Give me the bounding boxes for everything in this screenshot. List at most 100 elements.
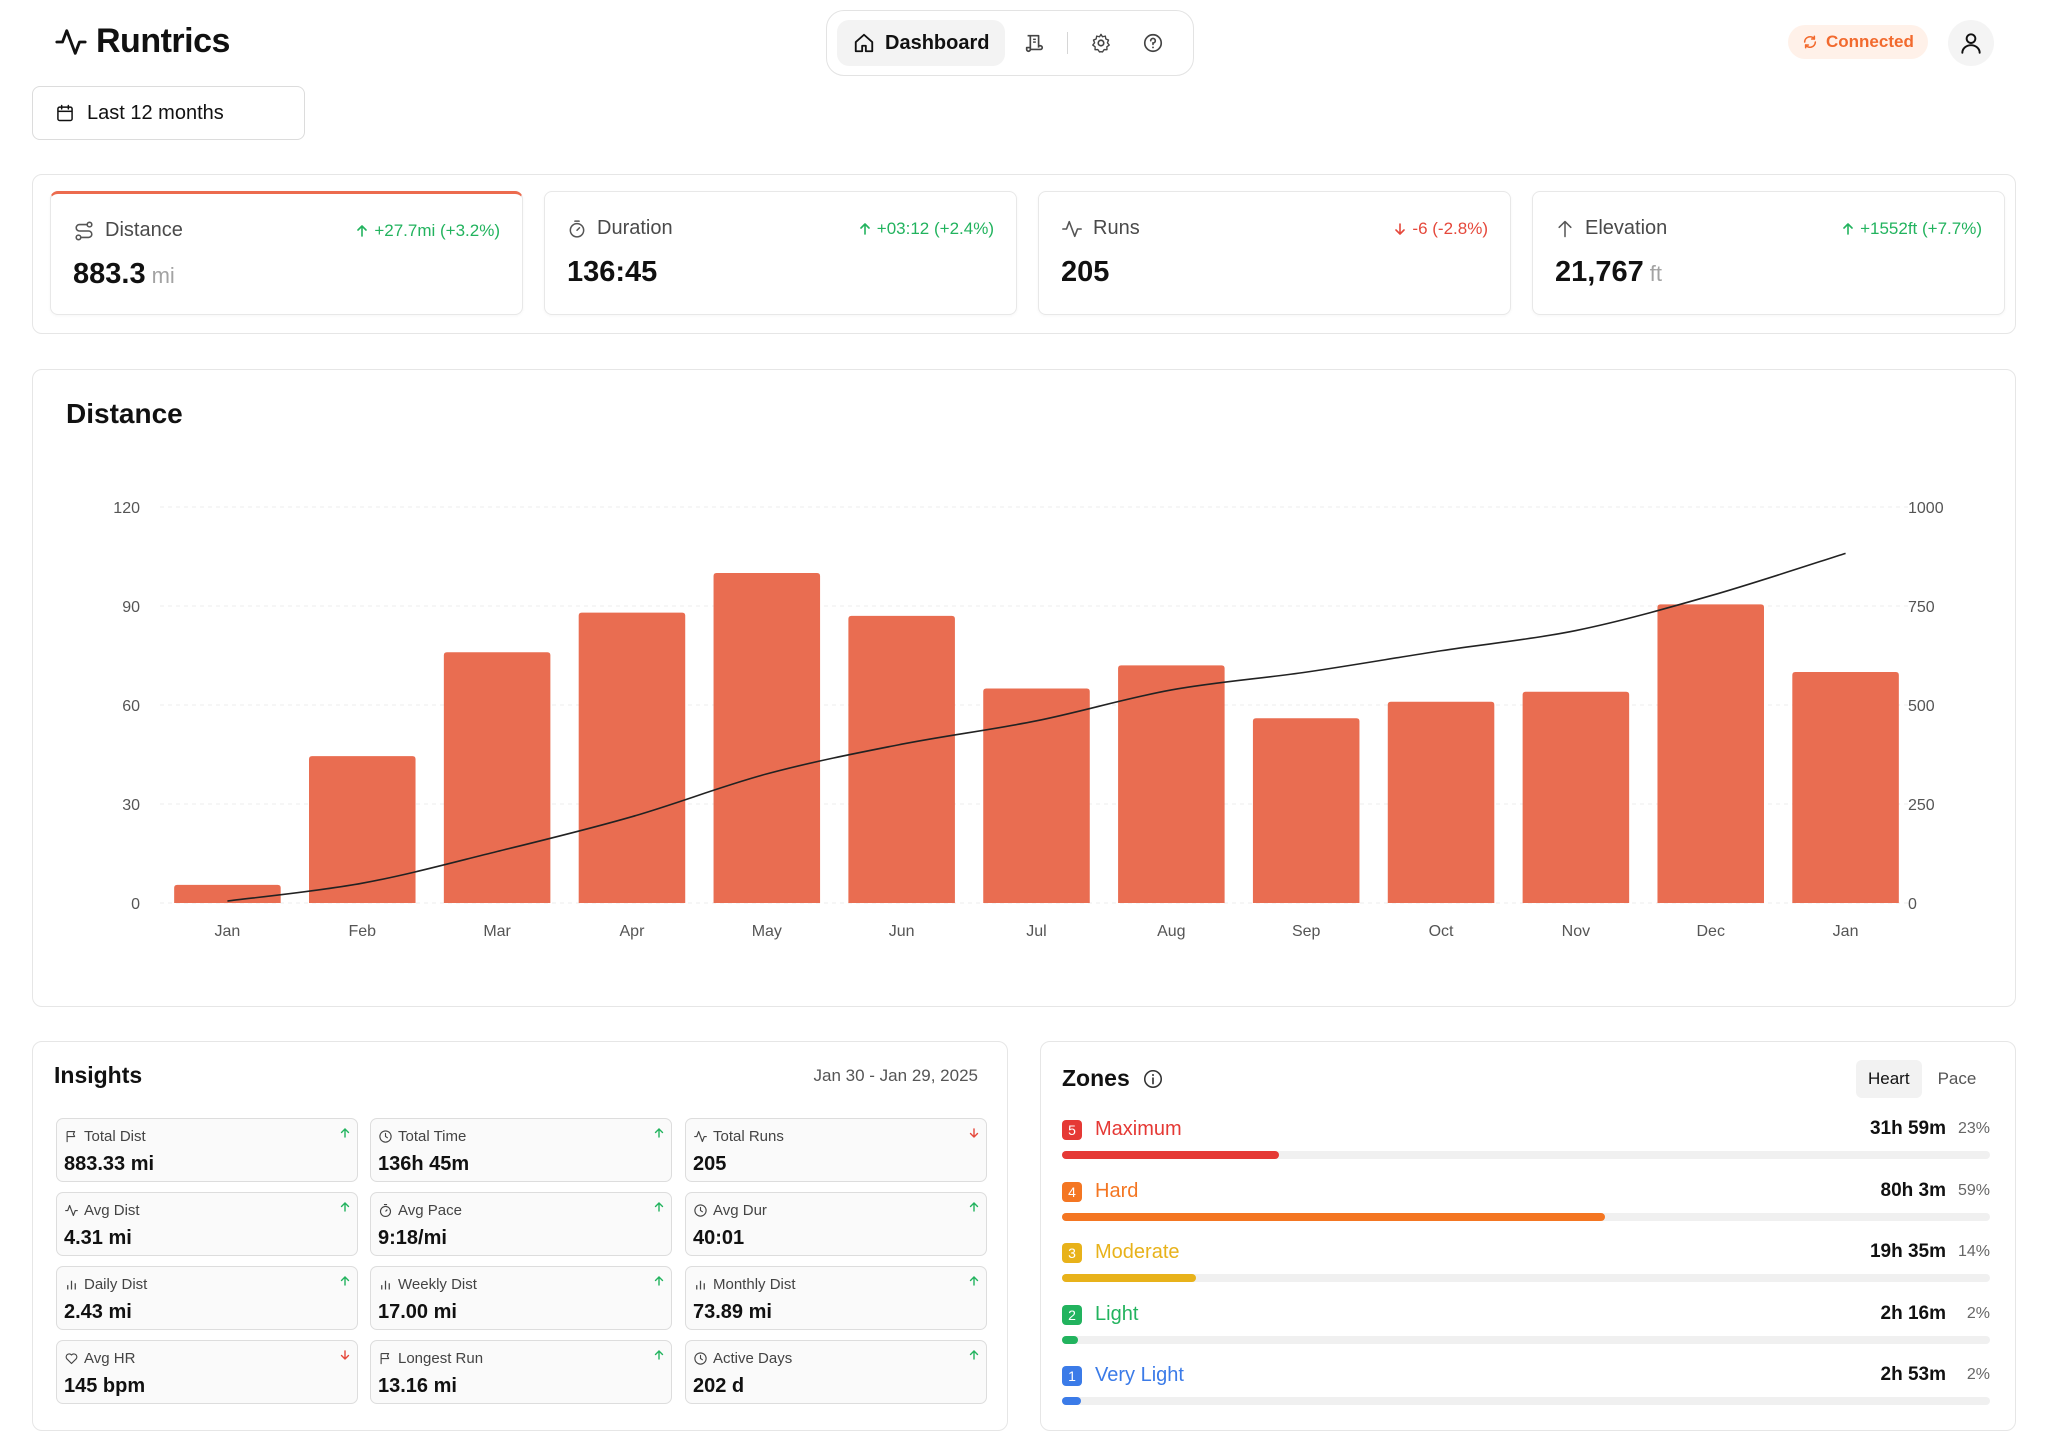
stat-delta-distance: +27.7mi (+3.2%) <box>356 221 500 241</box>
stat-card-runs[interactable]: Runs -6 (-2.8%) 205 <box>1038 191 1511 315</box>
x-axis-tick-label: Aug <box>1157 923 1185 940</box>
insight-card[interactable]: Avg Dur 40:01 <box>685 1192 987 1256</box>
insight-value: 202 d <box>693 1375 745 1397</box>
insight-card[interactable]: Weekly Dist 17.00 mi <box>370 1266 672 1330</box>
zone-row: 3 Moderate 19h 35m 14% <box>1062 1241 1990 1289</box>
insight-label: Avg Pace <box>378 1202 462 1219</box>
insight-label: Weekly Dist <box>378 1276 477 1293</box>
chart-bar <box>1522 691 1630 903</box>
y2-axis-tick-label: 750 <box>1908 599 1935 616</box>
stat-label-text: Duration <box>597 217 673 239</box>
insight-card[interactable]: Daily Dist 2.43 mi <box>56 1266 358 1330</box>
stat-unit: ft <box>1649 261 1662 286</box>
insight-card[interactable]: Longest Run 13.16 mi <box>370 1340 672 1404</box>
insight-label-text: Weekly Dist <box>398 1276 477 1293</box>
toggle-pace[interactable]: Pace <box>1937 1069 1977 1088</box>
user-icon <box>1961 33 1981 54</box>
arrow-up-icon <box>969 1202 979 1212</box>
zone-time: 31h 59m <box>1869 1118 1946 1139</box>
stat-card-duration[interactable]: Duration +03:12 (+2.4%) 136:45 <box>544 191 1017 315</box>
zone-percent: 23% <box>1957 1120 1990 1137</box>
activity-icon <box>694 1130 707 1143</box>
insight-card[interactable]: Total Dist 883.33 mi <box>56 1118 358 1182</box>
nav-dashboard[interactable]: Dashboard <box>837 20 1006 66</box>
insight-card[interactable]: Avg Pace 9:18/mi <box>370 1192 672 1256</box>
zone-row: 5 Maximum 31h 59m 23% <box>1062 1118 1990 1166</box>
zone-percent: 14% <box>1957 1243 1990 1260</box>
nav-dashboard-label: Dashboard <box>885 31 990 54</box>
chart-bar <box>309 756 416 903</box>
insight-label-text: Active Days <box>713 1350 793 1367</box>
nav-settings[interactable] <box>1078 20 1124 66</box>
insight-card[interactable]: Monthly Dist 73.89 mi <box>685 1266 987 1330</box>
insight-label-text: Daily Dist <box>84 1276 148 1293</box>
insight-card[interactable]: Avg HR 145 bpm <box>56 1340 358 1404</box>
chart-bar <box>713 573 821 903</box>
stat-label-distance: Distance <box>73 219 183 242</box>
zone-progress-fill <box>1062 1397 1082 1405</box>
insight-value: 40:01 <box>693 1227 745 1249</box>
stat-card-elevation[interactable]: Elevation +1552ft (+7.7%) 21,767 ft <box>1532 191 2005 315</box>
stat-delta-runs: -6 (-2.8%) <box>1394 219 1488 239</box>
cumulative-distance-line <box>227 552 1846 902</box>
app-title: Runtrics <box>96 22 230 60</box>
arrow-up-icon <box>340 1202 350 1212</box>
arrow-up-icon <box>357 225 368 237</box>
zone-percent: 2% <box>1966 1304 1990 1322</box>
insight-card[interactable]: Active Days 202 d <box>685 1340 987 1404</box>
insight-label-text: Avg Dist <box>84 1202 140 1219</box>
date-range-button[interactable]: Last 12 months <box>32 86 305 140</box>
zone-time: 2h 53m <box>1880 1364 1946 1385</box>
insight-card[interactable]: Total Time 136h 45m <box>370 1118 672 1182</box>
stat-delta-text: -6 (-2.8%) <box>1412 219 1488 238</box>
calendar-icon <box>57 104 73 122</box>
zone-name: Maximum <box>1095 1118 1182 1140</box>
insight-label: Active Days <box>693 1350 792 1367</box>
home-icon <box>854 33 874 53</box>
insight-value: 2.43 mi <box>64 1301 132 1323</box>
arrow-up-icon <box>654 1128 664 1138</box>
arrow-down-icon <box>340 1350 350 1360</box>
nav-help[interactable] <box>1130 20 1176 66</box>
stat-unit: mi <box>151 263 175 288</box>
info-icon[interactable] <box>1142 1068 1164 1090</box>
stat-delta-duration: +03:12 (+2.4%) <box>859 219 994 239</box>
zone-number-badge: 5 <box>1062 1120 1082 1140</box>
zone-name: Light <box>1095 1302 1139 1325</box>
zone-progress-fill <box>1062 1274 1196 1282</box>
zone-number-badge: 1 <box>1062 1366 1082 1386</box>
y-axis-tick-label: 30 <box>122 797 140 814</box>
zone-progress-track <box>1062 1274 1990 1282</box>
zone-progress-fill <box>1062 1151 1280 1159</box>
zone-number-badge: 4 <box>1062 1181 1082 1202</box>
zone-number-badge: 3 <box>1062 1243 1082 1263</box>
insight-card[interactable]: Avg Dist 4.31 mi <box>56 1192 358 1256</box>
zone-row: 4 Hard 80h 3m 59% <box>1062 1180 1990 1228</box>
flag-icon <box>66 1130 76 1143</box>
user-menu-button[interactable] <box>1948 20 1994 66</box>
chart-bar <box>983 688 1090 903</box>
insight-label: Total Runs <box>693 1128 784 1145</box>
route-icon <box>75 221 93 240</box>
arrow-up-icon <box>1558 220 1572 237</box>
insight-value: 883.33 mi <box>64 1153 155 1175</box>
chart-bar <box>1118 665 1225 903</box>
y2-axis-tick-label: 250 <box>1908 797 1935 814</box>
toggle-heart[interactable]: Heart <box>1856 1060 1922 1098</box>
insight-value: 9:18/mi <box>378 1227 447 1249</box>
scroll-icon <box>1026 34 1044 53</box>
insight-label: Daily Dist <box>64 1276 147 1293</box>
arrow-down-icon <box>969 1128 979 1138</box>
arrow-up-icon <box>340 1276 350 1286</box>
nav-logs[interactable] <box>1011 20 1057 66</box>
y2-axis-tick-label: 1000 <box>1908 500 1944 517</box>
insight-card[interactable]: Total Runs 205 <box>685 1118 987 1182</box>
insight-label: Avg HR <box>64 1350 135 1367</box>
zone-progress-track <box>1062 1151 1990 1159</box>
stat-delta-text: +1552ft (+7.7%) <box>1860 219 1982 238</box>
stat-value-runs: 205 <box>1061 256 1109 289</box>
insight-label-text: Longest Run <box>398 1350 484 1367</box>
insight-label-text: Total Time <box>398 1128 467 1145</box>
stat-value-distance: 883.3 mi <box>73 258 175 291</box>
stat-card-distance[interactable]: Distance +27.7mi (+3.2%) 883.3 mi <box>50 191 523 315</box>
